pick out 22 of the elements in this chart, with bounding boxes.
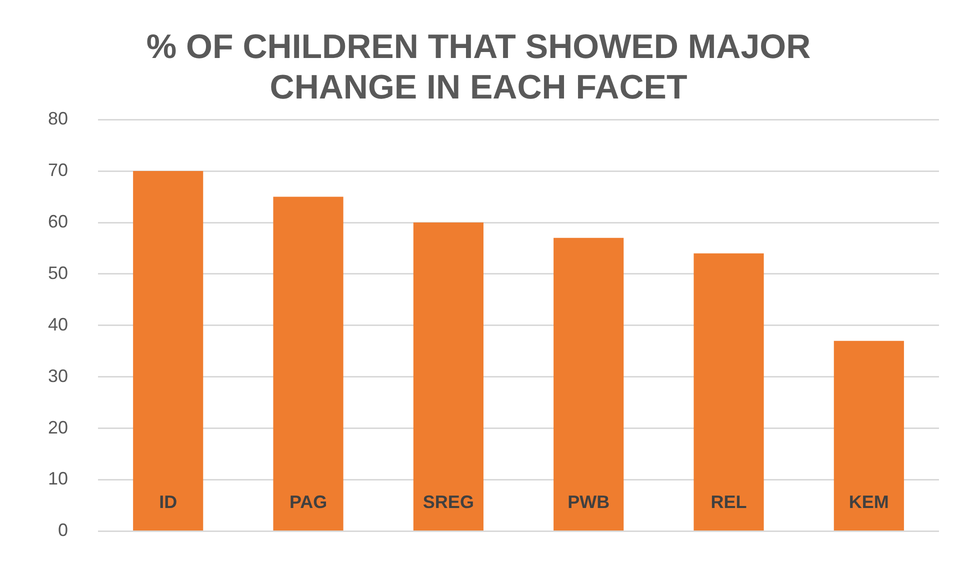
bar [413, 222, 484, 530]
chart-title: % OF CHILDREN THAT SHOWED MAJOR CHANGE IN EACH FACET [146, 28, 811, 107]
y-tick-label: 80 [48, 108, 68, 129]
x-tick-label: PAG [289, 492, 328, 512]
y-tick-label: 50 [48, 262, 68, 283]
y-tick-label: 10 [48, 468, 68, 489]
y-tick-label: 40 [48, 314, 68, 334]
bar [554, 238, 624, 530]
y-tick-label: 20 [48, 417, 68, 438]
bar [133, 171, 204, 530]
x-tick-label: KEM [848, 492, 889, 512]
bar [273, 196, 344, 530]
y-tick-label: 30 [48, 366, 68, 386]
y-tick-label: 70 [48, 160, 68, 180]
y-tick-label: 0 [58, 520, 68, 540]
bar [834, 340, 904, 530]
x-tick-label: REL [710, 492, 747, 512]
x-tick-label: PWB [568, 492, 610, 512]
x-tick-label: ID [159, 492, 178, 512]
x-tick-label: SREG [422, 492, 474, 512]
bar [694, 253, 764, 530]
y-tick-label: 60 [48, 211, 68, 232]
